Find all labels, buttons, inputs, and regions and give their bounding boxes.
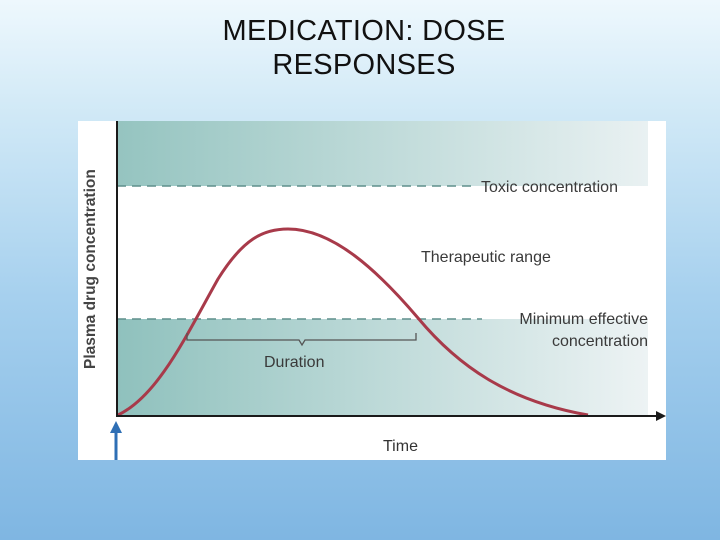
slide-title-line-2: RESPONSES — [272, 49, 456, 81]
duration-bracket — [186, 333, 417, 347]
toxic-zone — [117, 121, 648, 186]
dose-arrow-icon — [110, 421, 122, 460]
dose-response-diagram: Plasma drug concentration Time Toxic con… — [82, 121, 666, 460]
x-axis-arrowhead — [656, 411, 666, 421]
y-axis-label: Plasma drug concentration — [82, 169, 99, 369]
duration-label: Duration — [264, 354, 324, 371]
x-axis-label: Time — [383, 438, 418, 455]
concentration-curve — [117, 227, 589, 417]
slide-title-line-1: MEDICATION: DOSE — [222, 15, 506, 47]
dose-response-figure: Plasma drug concentration Time Toxic con… — [78, 121, 666, 460]
min-effective-label-line-1: Minimum effective — [519, 311, 648, 328]
slide-title: MEDICATION: DOSE RESPONSES — [0, 14, 720, 82]
toxic-concentration-label: Toxic concentration — [481, 179, 618, 196]
sub-therapeutic-zone — [117, 319, 648, 415]
therapeutic-range-label: Therapeutic range — [421, 249, 551, 266]
min-effective-label-line-2: concentration — [552, 333, 648, 350]
